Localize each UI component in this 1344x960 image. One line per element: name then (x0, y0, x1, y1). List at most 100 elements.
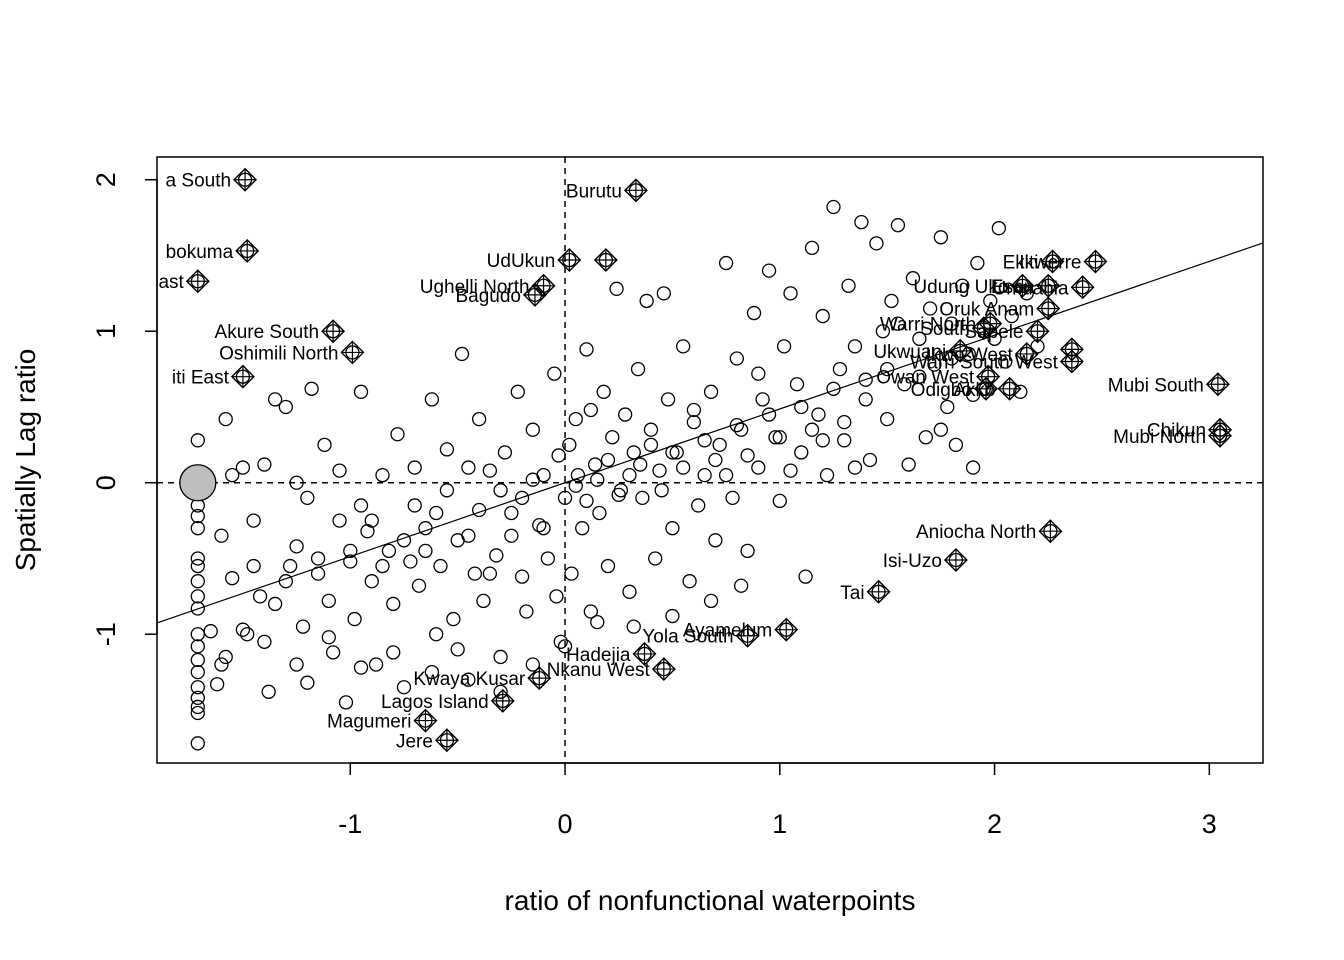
influential-point: Umuahia (993, 275, 1095, 299)
x-tick-label: 0 (558, 809, 573, 839)
data-point (190, 521, 205, 536)
data-point (901, 457, 916, 472)
data-point (493, 483, 508, 498)
point-label: Akure South (215, 322, 320, 343)
data-point (353, 498, 369, 513)
data-point (190, 627, 205, 642)
data-point (633, 457, 648, 472)
data-point (467, 566, 482, 581)
influential-point: Udung Uko (913, 273, 1035, 298)
data-point (751, 460, 766, 475)
data-point (557, 639, 573, 654)
data-point (884, 293, 899, 309)
data-point (525, 422, 540, 437)
data-point (697, 467, 712, 483)
point-label: Bagudo (455, 286, 521, 307)
influential-point: Aniocha North (916, 519, 1063, 543)
data-point (332, 463, 347, 478)
data-point (630, 361, 646, 377)
data-point (579, 493, 594, 509)
point-label: South (920, 319, 970, 340)
data-point (826, 199, 841, 215)
point-label: Warri South West (910, 353, 1059, 374)
data-point (240, 627, 255, 642)
data-point (789, 377, 805, 392)
data-point (471, 502, 487, 518)
data-point (493, 684, 508, 699)
point-label: Aniocha North (916, 522, 1036, 543)
point-label: Isi-Uzo (883, 551, 942, 572)
data-point (353, 384, 369, 399)
influential-point: iti East (172, 364, 255, 389)
data-point (570, 467, 586, 483)
data-point (343, 554, 358, 569)
data-point (587, 457, 603, 472)
point-label: Kwaya Kusar (413, 669, 526, 690)
influential-point: Ayamelum (683, 617, 799, 642)
data-point (364, 574, 379, 589)
influential-point: Jere (396, 728, 459, 752)
y-tick-label: -1 (91, 622, 121, 646)
data-point (551, 448, 566, 463)
point-label: ast (158, 272, 184, 293)
data-point (656, 286, 671, 301)
data-point (948, 437, 964, 453)
data-point (549, 589, 564, 604)
data-point (880, 411, 895, 427)
data-point (310, 566, 326, 581)
data-point (375, 467, 390, 483)
data-point (557, 490, 573, 506)
data-point (190, 589, 205, 604)
data-point (289, 475, 304, 490)
data-point (390, 427, 405, 442)
data-point (652, 463, 667, 478)
point-label: Magumeri (327, 712, 411, 733)
y-tick-label: 1 (91, 324, 121, 339)
data-point (347, 611, 362, 627)
data-point (418, 543, 433, 559)
data-point (267, 392, 283, 407)
data-point (643, 437, 659, 453)
data-point (686, 402, 702, 418)
data-point (783, 463, 798, 478)
data-point (190, 705, 205, 721)
data-point (218, 411, 233, 427)
data-point (510, 384, 525, 399)
regression-line (156, 242, 1264, 624)
data-point (261, 684, 276, 699)
data-point (841, 278, 856, 293)
y-tick-label: 0 (91, 475, 121, 490)
data-point (618, 407, 633, 422)
data-point (592, 505, 607, 521)
data-point (396, 680, 412, 695)
data-point (691, 498, 706, 513)
data-point (575, 521, 590, 536)
data-point (386, 645, 401, 660)
mean-marker (179, 464, 217, 502)
data-point (718, 467, 734, 483)
influential-point: Mubi North (1113, 423, 1233, 448)
data-point (190, 508, 205, 524)
data-point (321, 630, 336, 645)
data-point (381, 543, 397, 559)
data-point (622, 584, 637, 599)
data-point (190, 652, 205, 668)
data-point (252, 589, 268, 604)
influential-point: a South (166, 167, 258, 192)
data-point (203, 624, 218, 639)
point-label: Lagos Island (381, 692, 489, 713)
data-point (682, 574, 697, 589)
data-point (461, 672, 476, 687)
data-point (944, 316, 959, 331)
data-point (190, 664, 205, 680)
data-point (697, 433, 712, 448)
influential-point: South (920, 316, 996, 340)
point-label: Udung Uko (913, 277, 1008, 298)
data-point (424, 664, 440, 680)
data-point (411, 578, 427, 593)
data-point (660, 392, 676, 407)
data-point (643, 422, 659, 437)
data-point (214, 528, 229, 543)
data-point (536, 521, 551, 536)
